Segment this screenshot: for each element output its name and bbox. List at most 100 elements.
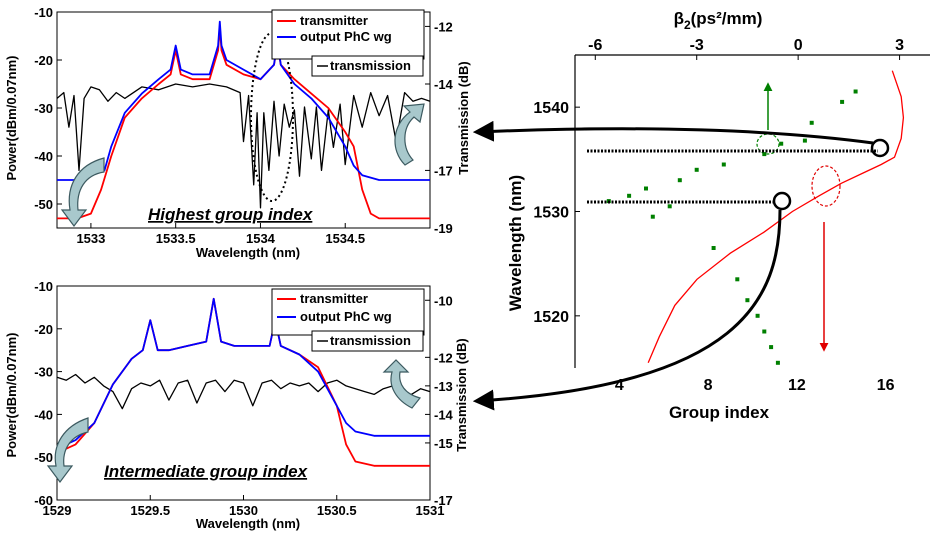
beta2-point	[745, 298, 750, 303]
x2-tick-label: -3	[690, 37, 704, 54]
chart1-frame	[56, 11, 431, 229]
chart2-block-arrow-right	[382, 359, 422, 409]
beta2-point	[667, 204, 672, 209]
x-tick-label: 1530.5	[317, 503, 357, 518]
chart2-series	[56, 297, 431, 467]
chart3-frame	[574, 54, 930, 368]
y2-tick-label: -12	[434, 19, 453, 34]
x2-tick-label: -6	[588, 37, 602, 54]
y-tick-label: 1540	[533, 100, 569, 117]
beta2-point	[762, 329, 767, 334]
y-tick-label: -50	[34, 197, 53, 212]
series-group-index	[647, 70, 905, 364]
y-tick-label: -50	[34, 450, 53, 465]
beta2-point	[650, 214, 655, 219]
x2-tick-label: 0	[794, 37, 803, 54]
y2-tick-label: -13	[434, 379, 453, 394]
chart2-legend-transmitter: transmitter	[300, 291, 368, 306]
chart3-marker-upper	[870, 138, 890, 158]
chart2-legend2: transmission	[311, 330, 424, 352]
beta2-point	[762, 152, 767, 157]
chart1-y2label: Transmission (dB)	[456, 61, 471, 174]
chart2-y2label: Transmission (dB)	[454, 338, 469, 451]
series-output-phc-wg	[56, 297, 430, 450]
connector-arrow-upper	[472, 120, 874, 145]
y-tick-label: -30	[34, 365, 53, 380]
beta2-point	[677, 178, 682, 183]
y-tick-label: -30	[34, 101, 53, 116]
y-tick-label: 1530	[533, 205, 569, 222]
series-transmitter	[57, 25, 430, 220]
beta2-point	[775, 360, 780, 365]
chart1-legend: transmitter output PhC wg	[271, 9, 425, 60]
x-tick-label: 16	[877, 377, 895, 394]
x-tick-label: 12	[788, 377, 806, 394]
chart3-xlabel: Group index	[669, 403, 770, 422]
chart1-ylabel: Power(dBm/0.07nm)	[4, 56, 19, 181]
chart3-red-ellipse	[811, 165, 841, 207]
x2-tick-label: 3	[895, 37, 904, 54]
y-tick-label: -60	[34, 493, 53, 508]
y2-tick-label: -10	[434, 293, 453, 308]
chart2-xlabel: Wavelength (nm)	[196, 516, 300, 531]
beta2-point	[627, 193, 632, 198]
beta2-point	[802, 138, 807, 143]
beta2-point	[711, 246, 716, 250]
chart3-marker-lower	[772, 191, 792, 211]
x-tick-label: 4	[615, 377, 624, 394]
series-transmission	[56, 83, 431, 209]
chart1-legend-transmitter: transmitter	[300, 13, 368, 28]
chart1-ticks: 1533 1533.5 1534 1534.5 -10 -20 -30 -40 -50 -12 -1…	[34, 5, 453, 246]
x-tick-label: 1534	[246, 231, 276, 246]
y-tick-label: -20	[34, 53, 53, 68]
chart3-series	[606, 70, 905, 365]
chart1-highlight-ellipse	[250, 32, 294, 202]
chart2-legend: transmitter output PhC wg	[271, 288, 425, 336]
chart2-ticks: 1529 1529.5 1530 1530.5 1531 -10 -20 -30 -40 -50 -…	[34, 279, 453, 518]
y-tick-label: 1520	[533, 309, 569, 326]
beta2-point	[853, 89, 858, 94]
x-tick-label: 1534.5	[325, 231, 365, 246]
chart3-ticks: 4 8 12 16 -6 -3 0 3 1540 1530 1520	[533, 37, 904, 394]
y2-tick-label: -17	[434, 493, 453, 508]
chart1-series	[56, 20, 431, 220]
beta2-point	[769, 345, 774, 350]
y-tick-label: -20	[34, 322, 53, 337]
chart1-legend2: transmission	[311, 55, 424, 77]
beta2-point	[809, 120, 814, 125]
chart1-block-arrow-left	[60, 157, 105, 227]
chart3-x2label: β2(ps²/mm)	[674, 9, 763, 32]
x-tick-label: 1533.5	[156, 231, 196, 246]
series-output-phc-wg	[57, 20, 430, 181]
chart2-legend-transmission: transmission	[330, 333, 411, 348]
beta2-point	[755, 313, 760, 318]
y-tick-label: -10	[34, 5, 53, 20]
beta2-point	[735, 277, 740, 282]
beta2-point	[840, 99, 845, 104]
chart1-xlabel: Wavelength (nm)	[196, 245, 300, 260]
series-transmission	[56, 373, 431, 410]
y2-tick-label: -14	[434, 407, 454, 422]
chart2-ylabel: Power(dBm/0.07nm)	[4, 333, 19, 458]
chart2-legend-output: output PhC wg	[300, 309, 392, 324]
chart3-green-ellipse	[756, 133, 780, 155]
y2-tick-label: -19	[434, 221, 453, 236]
chart1-block-arrow-right	[394, 103, 425, 166]
x-tick-label: 1530	[229, 503, 258, 518]
y2-tick-label: -14	[434, 77, 454, 92]
chart1-legend-output: output PhC wg	[300, 29, 392, 44]
plot-area	[56, 11, 431, 229]
x-tick-label: 8	[704, 377, 713, 394]
beta2-point	[644, 186, 648, 191]
beta2-point	[721, 162, 726, 167]
chart-dispersion: 4 8 12 16 -6 -3 0 3 1540 1530 1520 β2(ps²/mm) Grou…	[506, 9, 930, 422]
x-tick-label: 1529.5	[130, 503, 170, 518]
y2-tick-label: -17	[434, 163, 453, 178]
chart-intermediate-group-index: 1529 1529.5 1530 1530.5 1531 -10 -20 -30 -40 -50 -…	[4, 279, 469, 531]
x-tick-label: 1529	[43, 503, 72, 518]
chart2-caption: Intermediate group index	[104, 462, 309, 481]
chart3-ylabel: Wavelength (nm)	[506, 175, 525, 311]
x-tick-label: 1533	[76, 231, 105, 246]
y-tick-label: -10	[34, 279, 53, 294]
